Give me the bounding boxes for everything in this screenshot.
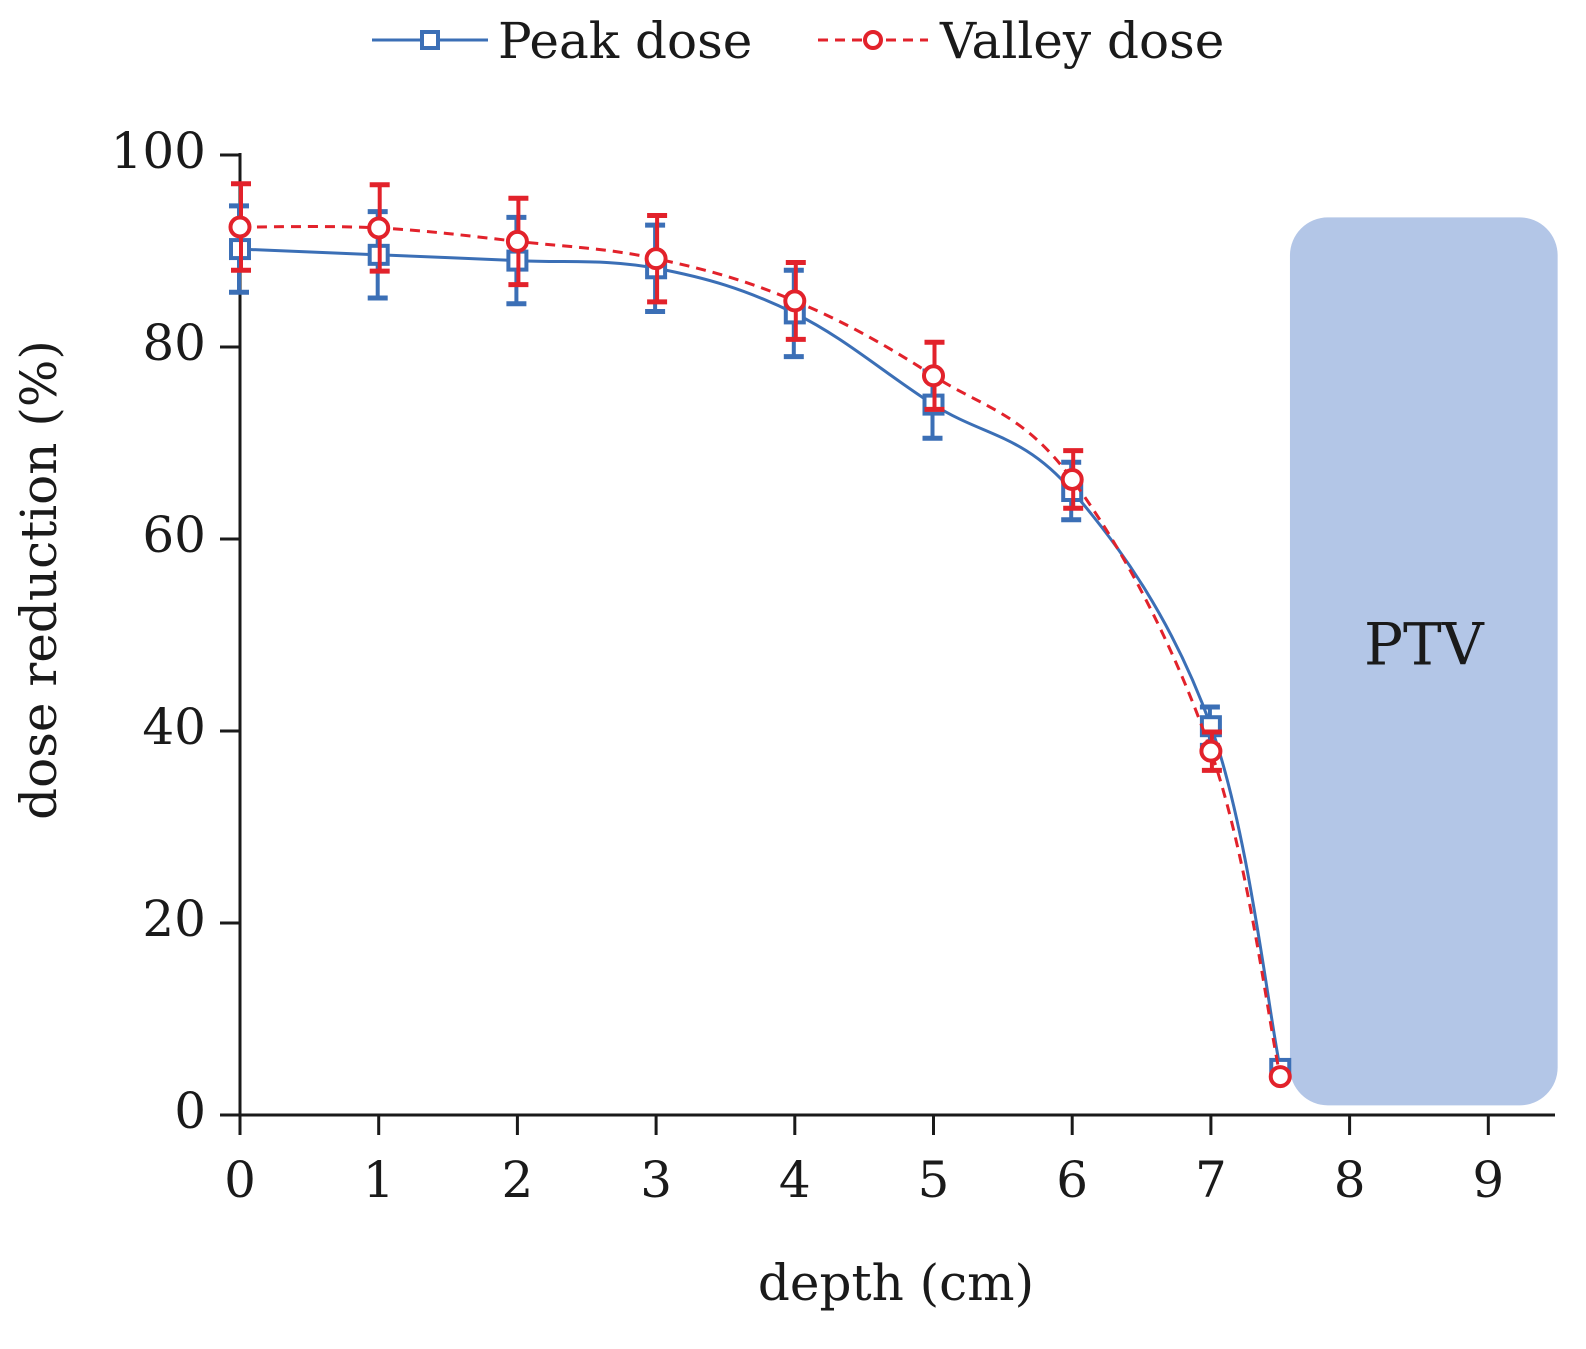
- x-tick-label: 8: [1334, 1151, 1366, 1209]
- y-tick-label: 100: [111, 122, 206, 180]
- valley-dose-point: [1060, 467, 1084, 491]
- peak-dose-line: [239, 247, 1282, 1070]
- legend-item-peak-dose: Peak dose: [372, 12, 752, 70]
- legend-label-peak-dose: Peak dose: [498, 12, 752, 70]
- valley-dose-point: [922, 364, 945, 388]
- y-tick-label: 20: [142, 890, 206, 948]
- ptv-region: [1289, 217, 1558, 1106]
- x-tick-label: 9: [1472, 1151, 1504, 1209]
- x-tick-label: 5: [918, 1151, 950, 1209]
- valley-dose-point: [644, 247, 668, 271]
- y-tick-label: 60: [142, 506, 206, 564]
- legend-marker-valley-dose: [863, 30, 883, 50]
- valley-dose-point: [1268, 1065, 1292, 1089]
- legend: Peak dose Valley dose: [372, 12, 1224, 70]
- series-layer: [228, 181, 1292, 1089]
- valley-dose-point: [228, 215, 252, 239]
- axes-layer: 0 20 40 60 80 100 0 1 2 3 4 5 6 7 8 9 depth (cm) dose red…: [10, 122, 1555, 1312]
- annotation-layer: PTV: [1289, 217, 1558, 1106]
- x-tick-label: 7: [1195, 1151, 1227, 1209]
- y-tick-label: 80: [142, 314, 206, 372]
- x-tick-label: 1: [363, 1151, 395, 1209]
- x-tick-label: 4: [779, 1151, 811, 1209]
- valley-dose-point: [783, 289, 807, 313]
- x-tick-label: 0: [224, 1151, 256, 1209]
- valley-dose-point: [367, 216, 391, 240]
- valley-dose-line: [239, 225, 1282, 1077]
- y-tick-label: 0: [174, 1082, 206, 1140]
- y-axis-label: dose reduction (%): [10, 340, 68, 820]
- x-tick-label: 3: [640, 1151, 672, 1209]
- legend-marker-peak-dose: [420, 30, 440, 50]
- x-tick-label: 2: [501, 1151, 533, 1209]
- legend-label-valley-dose: Valley dose: [939, 12, 1224, 70]
- legend-item-valley-dose: Valley dose: [818, 12, 1224, 70]
- valley-dose-point: [505, 229, 529, 253]
- x-axis-label: depth (cm): [758, 1254, 1034, 1312]
- ptv-label: PTV: [1364, 610, 1485, 678]
- y-tick-label: 40: [142, 698, 206, 756]
- x-tick-label: 6: [1056, 1151, 1088, 1209]
- valley-dose-point: [1199, 739, 1223, 763]
